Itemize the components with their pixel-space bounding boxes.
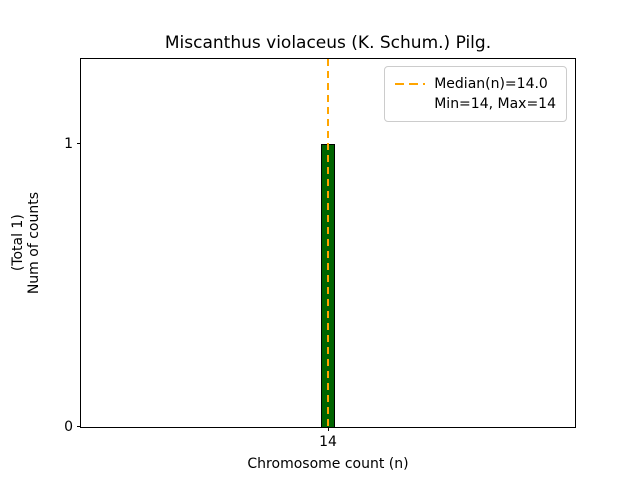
dashed-line-icon [395, 83, 426, 85]
chart-title: Miscanthus violaceus (K. Schum.) Pilg. [164, 33, 492, 53]
legend-label-median: Median(n)=14.0 [434, 76, 548, 92]
legend-entry-median: Median(n)=14.0 [395, 74, 556, 94]
y-tick-label-1: 1 [64, 135, 73, 152]
y-tick-mark-0 [77, 426, 81, 427]
y-axis-label-text: (Total 1) Num of counts [10, 192, 42, 294]
y-tick-mark-1 [77, 142, 81, 144]
legend-label-minmax: Min=14, Max=14 [434, 96, 556, 112]
x-tick-label-14: 14 [319, 434, 337, 450]
y-axis-label-secondary: (Total 1) [10, 214, 26, 272]
plot-area: 1 0 14 Chromosome count (n) Median(n)=14… [64, 58, 576, 472]
x-tick-mark-14 [328, 427, 329, 431]
median-line [327, 59, 329, 427]
y-axis-label: (Total 1) Num of counts [10, 58, 42, 428]
legend: Median(n)=14.0 Min=14, Max=14 [384, 66, 567, 122]
legend-spacer [395, 103, 425, 105]
y-axis-label-primary: Num of counts [26, 191, 42, 295]
y-tick-label-0: 0 [64, 419, 73, 435]
x-axis-label: Chromosome count (n) [247, 456, 409, 472]
legend-entry-minmax: Min=14, Max=14 [395, 94, 556, 114]
